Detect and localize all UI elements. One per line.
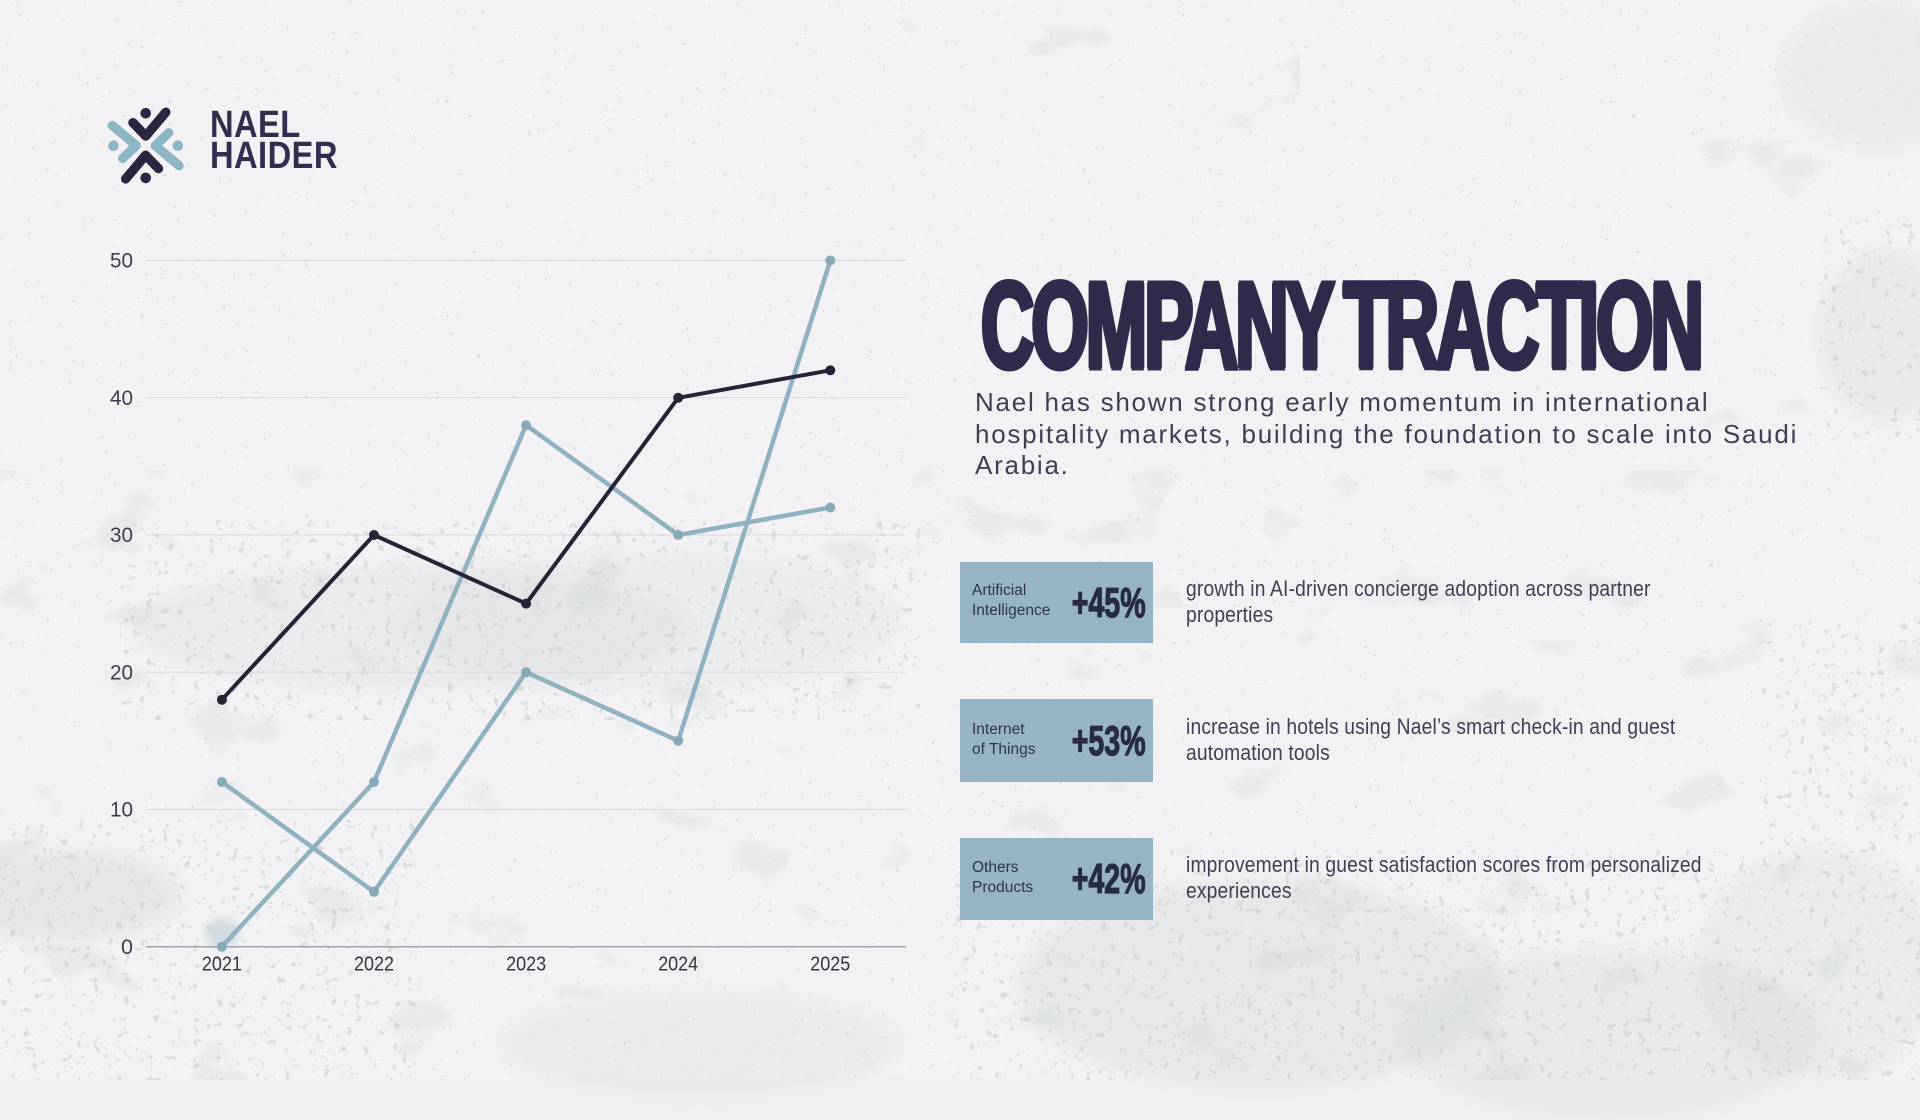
svg-text:0: 0 (121, 936, 133, 959)
svg-text:30: 30 (110, 524, 133, 547)
svg-text:2025: 2025 (810, 953, 850, 975)
svg-text:2023: 2023 (506, 953, 546, 975)
svg-text:10: 10 (110, 799, 133, 822)
svg-text:2024: 2024 (658, 953, 698, 975)
svg-text:50: 50 (110, 250, 133, 273)
svg-text:20: 20 (110, 661, 133, 684)
svg-text:2022: 2022 (354, 953, 394, 975)
svg-text:2021: 2021 (202, 953, 242, 975)
svg-text:40: 40 (110, 387, 133, 410)
